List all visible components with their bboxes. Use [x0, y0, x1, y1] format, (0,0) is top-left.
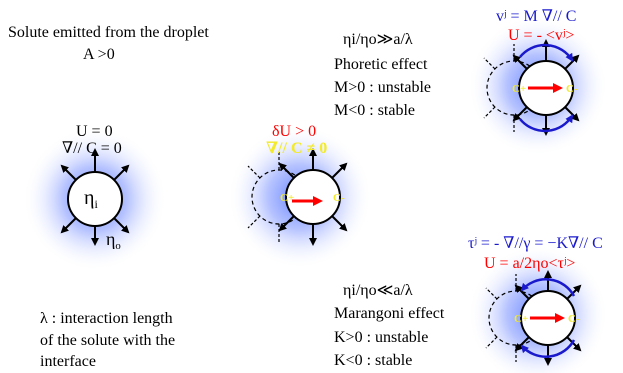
lambda-note-line3: interface — [40, 353, 96, 370]
droplet1-eta-inner: ηi — [84, 187, 98, 212]
phoretic-eq-u: U = - <vʲ> — [508, 27, 575, 44]
phoretic-c-plus: C+ — [512, 83, 527, 95]
phoretic-title: Phoretic effect — [334, 56, 428, 73]
marangoni-eq-tau: τʲ = - ∇//γ = −K∇// C — [468, 235, 603, 252]
droplet2-c-plus: C+ — [280, 192, 295, 204]
marangoni-eq-u: U = a/2ηo<τʲ> — [484, 255, 576, 272]
droplet1-eta-outer: ηo — [106, 229, 121, 252]
droplet-1 — [23, 127, 167, 271]
droplet1-grad-label: ∇// C = 0 — [62, 140, 122, 157]
phoretic-eq-v: vʲ = M ∇// C — [496, 8, 577, 25]
phoretic-stable: M<0 : stable — [334, 102, 416, 119]
marangoni-stable: K<0 : stable — [334, 352, 413, 369]
droplet2-grad-label: ∇// C ≠ 0 — [266, 140, 328, 157]
droplet-2 — [228, 125, 372, 269]
lambda-note-line2: of the solute with the — [40, 332, 176, 349]
marangoni-ratio: ηi/ηo≪a/λ — [343, 282, 413, 299]
droplet-4 — [468, 245, 608, 373]
caption-activity: A >0 — [83, 46, 115, 63]
phoretic-unstable: M>0 : unstable — [334, 79, 432, 96]
phoretic-ratio: ηi/ηo≫a/λ — [343, 31, 413, 48]
caption-solute-emitted: Solute emitted from the droplet — [8, 24, 209, 41]
lambda-note-line1: λ : interaction length — [40, 310, 173, 327]
droplet2-c-minus: C- — [333, 192, 345, 204]
marangoni-c-minus: C- — [568, 313, 580, 325]
droplet1-u-label: U = 0 — [76, 123, 113, 140]
droplet-3 — [468, 16, 608, 156]
droplet2-du-label: δU > 0 — [272, 123, 317, 140]
phoretic-c-minus: C- — [566, 83, 578, 95]
marangoni-title: Marangoni effect — [334, 305, 445, 322]
marangoni-c-plus: C+ — [514, 313, 529, 325]
marangoni-unstable: K>0 : unstable — [334, 329, 429, 346]
